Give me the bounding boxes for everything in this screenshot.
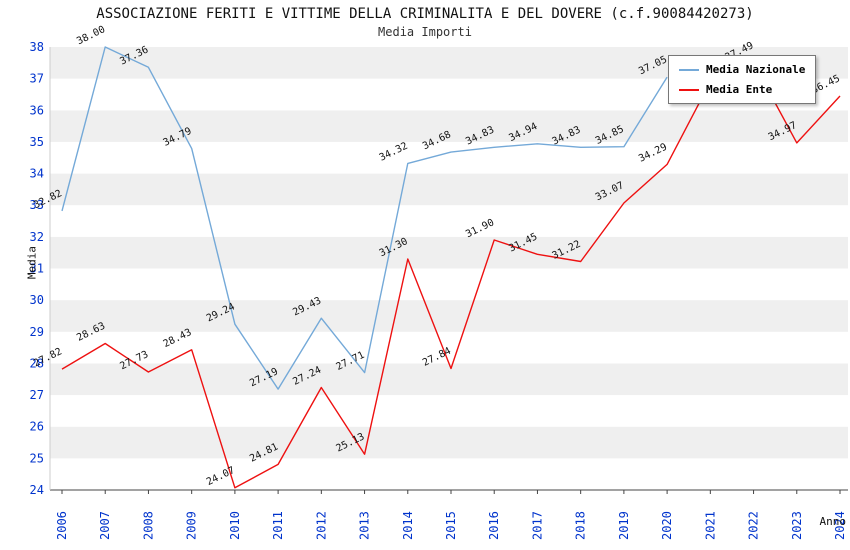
y-tick-label: 38	[30, 40, 44, 54]
x-tick-label: 2020	[660, 511, 674, 540]
x-tick-label: 2017	[530, 511, 544, 540]
y-tick-label: 29	[30, 325, 44, 339]
x-axis-title: Anno	[819, 515, 847, 528]
grid-band	[50, 236, 848, 269]
x-tick-label: 2019	[617, 511, 631, 540]
x-tick-label: 2013	[358, 511, 372, 540]
x-tick-label: 2021	[703, 511, 717, 540]
y-tick-label: 34	[30, 167, 44, 181]
x-tick-label: 2009	[185, 511, 199, 540]
legend-label: Media Ente	[706, 83, 773, 96]
grid-band	[50, 395, 848, 427]
grid-band	[50, 300, 848, 332]
y-tick-label: 24	[30, 483, 44, 497]
x-tick-label: 2007	[98, 511, 112, 540]
x-tick-label: 2018	[574, 511, 588, 540]
x-tick-label: 2015	[444, 511, 458, 540]
legend-line-sample-blue	[679, 68, 699, 71]
y-tick-label: 25	[30, 451, 44, 465]
y-tick-label: 31	[30, 262, 44, 276]
grid-band	[50, 458, 848, 490]
grid-band	[50, 331, 848, 364]
x-tick-label: 2006	[55, 511, 69, 540]
y-tick-label: 36	[30, 103, 44, 117]
x-tick-label: 2014	[401, 511, 415, 540]
chart-subtitle: Media Importi	[378, 25, 472, 39]
x-tick-label: 2022	[747, 511, 761, 540]
legend-label: Media Nazionale	[706, 63, 806, 76]
y-tick-label: 33	[30, 198, 44, 212]
y-tick-label: 27	[30, 388, 44, 402]
x-tick-label: 2024	[833, 511, 847, 540]
x-tick-label: 2008	[141, 511, 155, 540]
grid-band	[50, 110, 848, 142]
x-tick-label: 2016	[487, 511, 501, 540]
legend-line-sample-red	[679, 88, 699, 91]
x-tick-label: 2012	[314, 511, 328, 540]
grid-band	[50, 141, 848, 174]
y-tick-label: 28	[30, 356, 44, 370]
x-tick-label: 2023	[790, 511, 804, 540]
y-tick-label: 32	[30, 230, 44, 244]
grid-band	[50, 268, 848, 301]
grid-band	[50, 363, 848, 396]
grid-band	[50, 173, 848, 206]
x-tick-label: 2010	[228, 511, 242, 540]
grid-band	[50, 205, 848, 237]
series-line-0	[61, 46, 668, 390]
legend: Media Nazionale Media Ente	[668, 55, 817, 104]
legend-item-media-nazionale: Media Nazionale	[679, 63, 805, 76]
x-tick-label: 2011	[271, 511, 285, 540]
legend-item-media-ente: Media Ente	[679, 83, 805, 96]
y-tick-label: 30	[30, 293, 44, 307]
y-tick-label: 37	[30, 72, 44, 86]
chart-title: ASSOCIAZIONE FERITI E VITTIME DELLA CRIM…	[96, 6, 754, 22]
grid-band	[50, 426, 848, 459]
y-tick-label: 35	[30, 135, 44, 149]
y-axis-title: Media	[25, 245, 39, 280]
y-tick-label: 26	[30, 420, 44, 434]
